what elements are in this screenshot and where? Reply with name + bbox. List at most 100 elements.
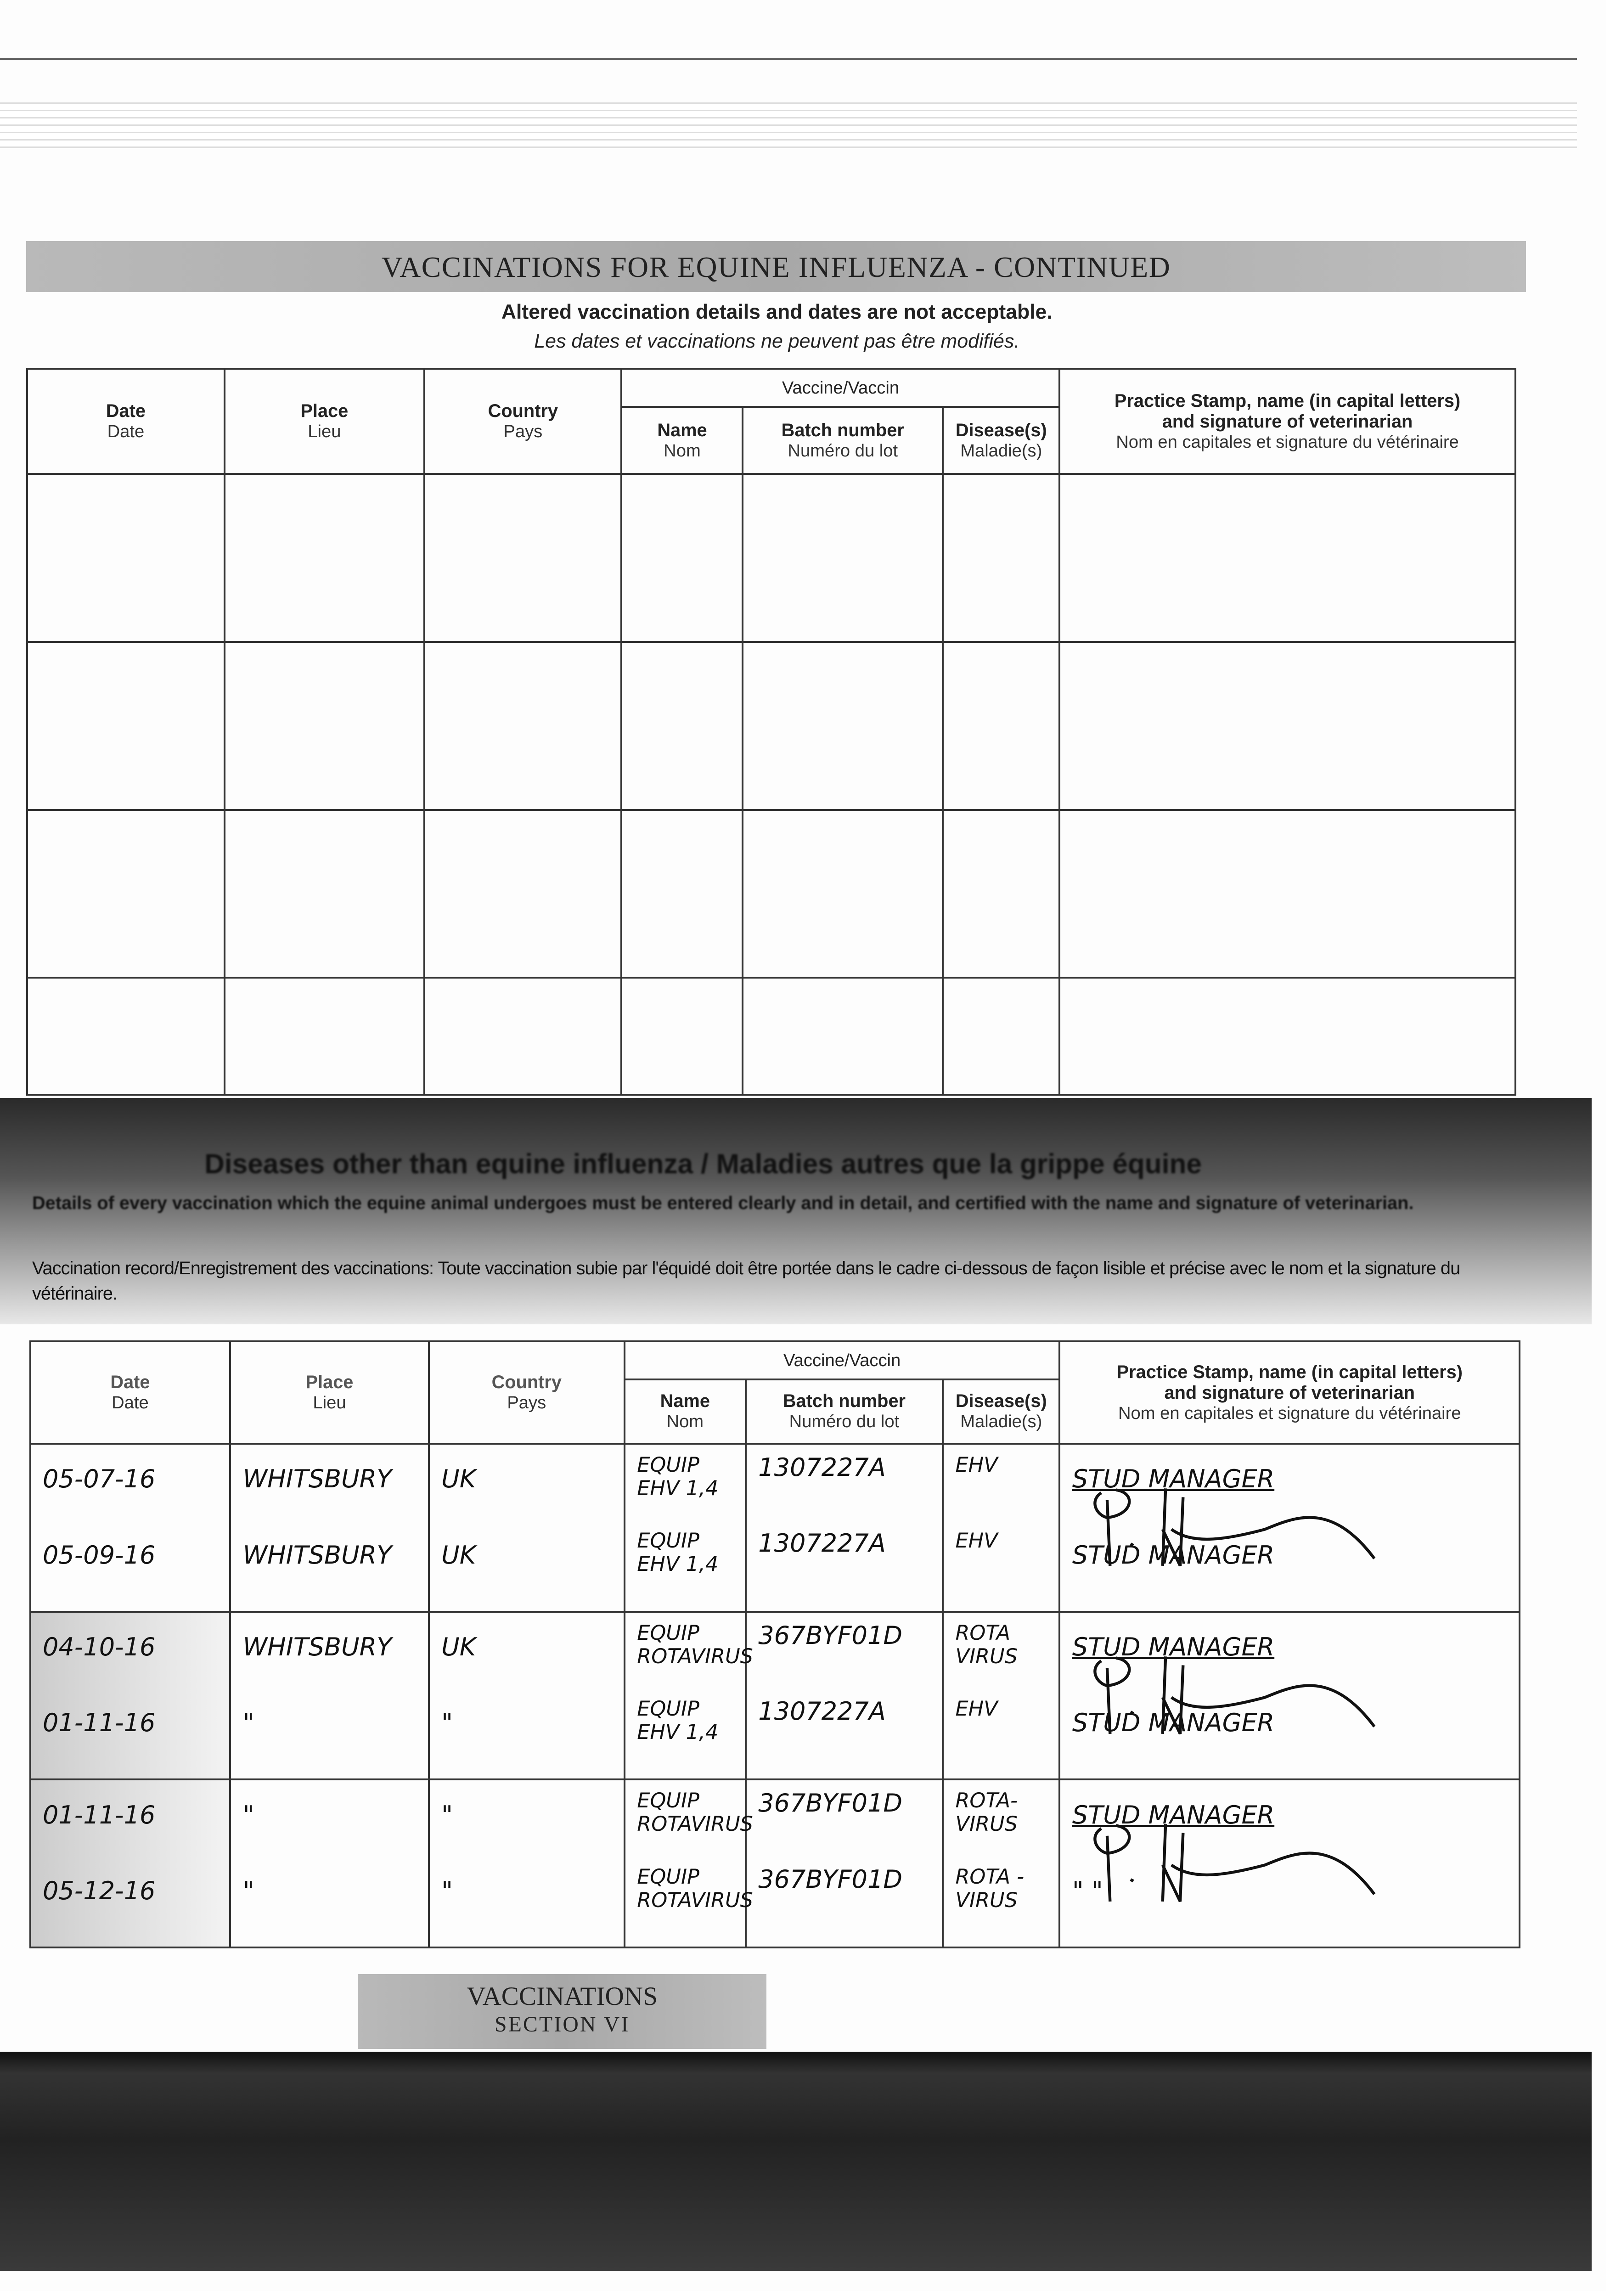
entry-name1: EQUIP bbox=[637, 1789, 699, 1813]
entry-place: " bbox=[242, 1876, 254, 1906]
col-batch: Batch number Numéro du lot bbox=[744, 1378, 944, 1445]
cell-country: UK UK bbox=[428, 1442, 625, 1613]
entry-disease2: VIRUS bbox=[955, 1888, 1018, 1912]
footer-line2: SECTION VI bbox=[495, 2012, 630, 2037]
section2-instruction-en: Details of every vaccination which the e… bbox=[32, 1193, 1414, 1213]
col-batch: Batch number Numéro du lot bbox=[742, 406, 944, 475]
section-banner: VACCINATIONS FOR EQUINE INFLUENZA - CONT… bbox=[26, 241, 1526, 292]
col-name: Name Nom bbox=[623, 1378, 747, 1445]
col-place: Place Lieu bbox=[229, 1340, 430, 1445]
entry-name2: EHV 1,4 bbox=[637, 1721, 719, 1745]
entry-place: WHITSBURY bbox=[242, 1464, 392, 1494]
col-vaccine: Vaccine/Vaccin bbox=[623, 1340, 1061, 1380]
entry-disease1: EHV bbox=[955, 1453, 998, 1477]
entry-name1: EQUIP bbox=[637, 1453, 699, 1477]
table-row bbox=[26, 641, 1516, 811]
entry-place: " bbox=[242, 1708, 254, 1738]
cell-disease: ROTA- VIRUS ROTA - VIRUS bbox=[942, 1778, 1061, 1948]
entry-date: 01-11-16 bbox=[43, 1708, 156, 1738]
entry-batch: 1307227A bbox=[758, 1452, 886, 1482]
entry-batch: 367BYF01D bbox=[758, 1864, 902, 1894]
cell-place: WHITSBURY " bbox=[229, 1610, 430, 1781]
cell-batch: 367BYF01D 1307227A bbox=[744, 1610, 944, 1781]
entry-date: 05-09-16 bbox=[43, 1540, 156, 1570]
entry-disease1: ROTA- bbox=[955, 1789, 1018, 1813]
signature bbox=[1093, 1488, 1376, 1567]
cell-batch: 1307227A 1307227A bbox=[744, 1442, 944, 1613]
col-disease: Disease(s) Maladie(s) bbox=[942, 406, 1061, 475]
cell-disease: EHV EHV bbox=[942, 1442, 1061, 1613]
entry-place: WHITSBURY bbox=[242, 1632, 392, 1662]
entry-date: 05-12-16 bbox=[43, 1876, 156, 1906]
section2-heading: Diseases other than equine influenza / M… bbox=[204, 1148, 1202, 1180]
entry-disease1: EHV bbox=[955, 1697, 998, 1721]
entry-date: 05-07-16 bbox=[43, 1464, 156, 1494]
cell-stamp: STUD MANAGER STUD MANAGER bbox=[1058, 1610, 1521, 1781]
entry-name2: ROTAVIRUS bbox=[637, 1644, 753, 1668]
col-country: Country Pays bbox=[428, 1340, 625, 1445]
scan-line bbox=[0, 58, 1577, 60]
entry-disease1: ROTA - bbox=[955, 1865, 1025, 1889]
cell-date: 04-10-16 01-11-16 bbox=[29, 1610, 231, 1781]
entry-disease1: ROTA bbox=[955, 1621, 1011, 1645]
entry-disease2: VIRUS bbox=[955, 1644, 1018, 1668]
entry-country: " bbox=[441, 1708, 453, 1738]
entry-batch: 367BYF01D bbox=[758, 1621, 902, 1650]
entry-date: 01-11-16 bbox=[43, 1800, 156, 1829]
signature bbox=[1093, 1824, 1376, 1902]
entry-name2: ROTAVIRUS bbox=[637, 1812, 753, 1836]
notice-fr: Les dates et vaccinations ne peuvent pas… bbox=[534, 330, 1020, 352]
entry-name1: EQUIP bbox=[637, 1865, 699, 1889]
table-row: 05-07-16 05-09-16 WHITSBURY WHITSBURY UK UK EQ… bbox=[29, 1442, 1521, 1613]
entry-name2: EHV 1,4 bbox=[637, 1477, 719, 1501]
section2-instruction-fr: Vaccination record/Enregistrement des va… bbox=[32, 1258, 1460, 1304]
col-vaccine: Vaccine/Vaccin bbox=[620, 368, 1061, 408]
entry-date: 04-10-16 bbox=[43, 1632, 156, 1662]
entry-stamp: STUD MANAGER bbox=[1072, 1800, 1275, 1829]
entry-batch: 1307227A bbox=[758, 1696, 886, 1726]
col-stamp: Practice Stamp, name (in capital letters… bbox=[1058, 368, 1516, 475]
col-date: Date Date bbox=[26, 368, 225, 475]
entry-stamp: STUD MANAGER bbox=[1072, 1540, 1275, 1570]
entry-name2: ROTAVIRUS bbox=[637, 1888, 753, 1912]
col-stamp: Practice Stamp, name (in capital letters… bbox=[1058, 1340, 1521, 1445]
scan-shadow-band bbox=[0, 1098, 1592, 1325]
table-row: 04-10-16 01-11-16 WHITSBURY " UK " EQUIP ROTAVI… bbox=[29, 1610, 1521, 1781]
entry-place: WHITSBURY bbox=[242, 1540, 392, 1570]
cell-stamp: STUD MANAGER STUD MANAGER bbox=[1058, 1442, 1521, 1613]
footer-section-label: VACCINATIONS SECTION VI bbox=[358, 1974, 767, 2049]
cell-name: EQUIP EHV 1,4 EQUIP EHV 1,4 bbox=[623, 1442, 747, 1613]
cell-batch: 367BYF01D 367BYF01D bbox=[744, 1778, 944, 1948]
section-title: VACCINATIONS FOR EQUINE INFLUENZA - CONT… bbox=[381, 250, 1171, 283]
cell-country: " " bbox=[428, 1778, 625, 1948]
entry-country: " bbox=[441, 1876, 453, 1906]
cell-disease: ROTA VIRUS EHV bbox=[942, 1610, 1061, 1781]
table-row bbox=[26, 473, 1516, 643]
scan-artifact bbox=[0, 102, 1577, 149]
table-row bbox=[26, 809, 1516, 979]
vaccination-table-other: Date Date Place Lieu Country Pays Vaccine/V… bbox=[29, 1340, 1521, 1948]
table-row bbox=[26, 977, 1516, 1096]
cell-name: EQUIP ROTAVIRUS EQUIP ROTAVIRUS bbox=[623, 1778, 753, 1948]
col-date: Date Date bbox=[29, 1340, 231, 1445]
entry-country: UK bbox=[441, 1632, 476, 1662]
entry-stamp: STUD MANAGER bbox=[1072, 1464, 1275, 1494]
entry-place: " bbox=[242, 1800, 254, 1829]
entry-name1: EQUIP bbox=[637, 1697, 699, 1721]
table-row: 01-11-16 05-12-16 " " " " EQUIP ROTAVIRUS EQUIP R… bbox=[29, 1778, 1521, 1948]
entry-name1: EQUIP bbox=[637, 1621, 699, 1645]
entry-country: UK bbox=[441, 1540, 476, 1570]
col-country: Country Pays bbox=[423, 368, 623, 475]
cell-date: 05-07-16 05-09-16 bbox=[29, 1442, 231, 1613]
cell-name: EQUIP ROTAVIRUS EQUIP EHV 1,4 bbox=[623, 1610, 753, 1781]
vaccination-table-influenza: Date Date Place Lieu Country Pays Vaccine/V… bbox=[26, 368, 1516, 1096]
col-disease: Disease(s) Maladie(s) bbox=[942, 1378, 1061, 1445]
entry-stamp: STUD MANAGER bbox=[1072, 1708, 1275, 1738]
signature bbox=[1093, 1656, 1376, 1734]
scan-shadow-bottom bbox=[0, 2051, 1592, 2271]
cell-date: 01-11-16 05-12-16 bbox=[29, 1778, 231, 1948]
footer-line1: VACCINATIONS bbox=[467, 1982, 658, 2011]
entry-stamp: " " bbox=[1072, 1876, 1103, 1906]
entry-stamp: STUD MANAGER bbox=[1072, 1632, 1275, 1662]
